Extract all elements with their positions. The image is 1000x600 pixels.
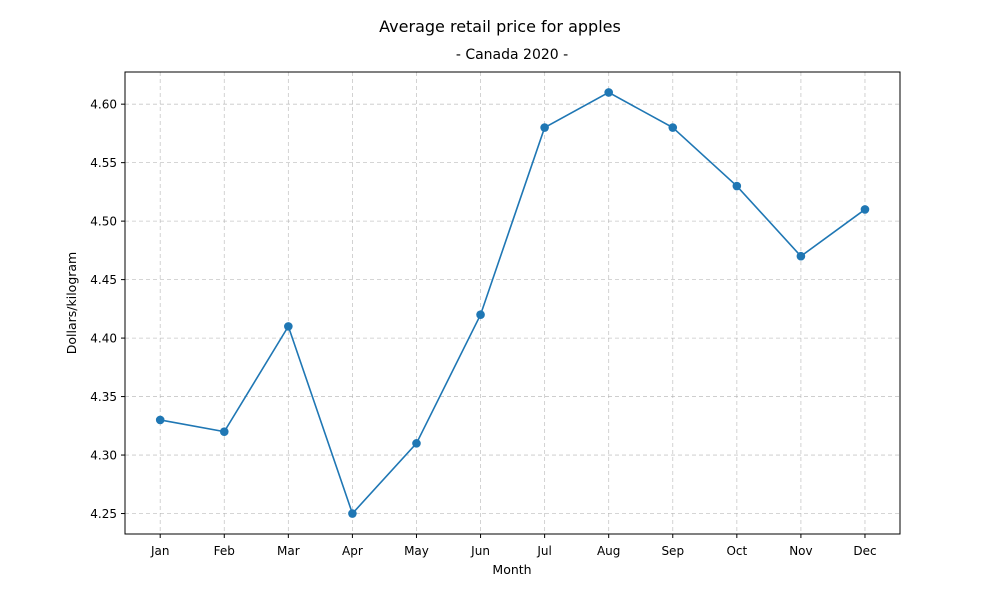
x-tick-label: Apr <box>342 544 363 558</box>
x-tick-label: Jun <box>470 544 490 558</box>
x-tick-label: Oct <box>726 544 747 558</box>
x-tick-label: Feb <box>214 544 235 558</box>
y-tick-label: 4.30 <box>90 449 117 463</box>
chart-title: Average retail price for apples <box>379 17 621 36</box>
x-tick-label: Nov <box>789 544 812 558</box>
data-point <box>155 415 165 425</box>
series-line <box>160 91 866 516</box>
data-point <box>284 322 293 331</box>
data-point <box>796 251 806 261</box>
y-tick-label: 4.55 <box>90 156 117 170</box>
axis-ticks: Jan Feb Mar Apr May Jun Jul Aug Sep Oct Nov Dec 4.25… <box>90 98 876 558</box>
data-point <box>476 310 485 319</box>
x-tick-label: Jan <box>150 544 170 558</box>
y-axis-label: Dollars/kilogram <box>64 252 79 354</box>
y-tick-label: 4.35 <box>90 390 117 404</box>
x-tick-label: Sep <box>661 544 684 558</box>
y-tick-label: 4.40 <box>90 332 117 346</box>
x-tick-label: Mar <box>277 544 300 558</box>
data-point <box>348 509 357 518</box>
x-tick-label: Jul <box>536 544 551 558</box>
chart-subtitle: - Canada 2020 - <box>456 47 568 63</box>
plot-frame <box>124 71 901 535</box>
data-point <box>604 88 613 97</box>
x-axis-label: Month <box>492 562 531 577</box>
data-point <box>219 427 229 436</box>
data-point <box>412 439 421 448</box>
series <box>155 88 870 518</box>
data-point <box>540 123 549 132</box>
data-point <box>860 205 870 214</box>
x-tick-label: May <box>404 544 429 558</box>
y-tick-label: 4.60 <box>90 98 117 112</box>
data-point <box>668 123 678 132</box>
grid <box>125 72 900 534</box>
y-tick-label: 4.45 <box>90 273 117 287</box>
data-point <box>732 181 742 191</box>
x-tick-label: Aug <box>597 544 620 558</box>
x-tick-label: Dec <box>853 544 876 558</box>
y-tick-label: 4.50 <box>90 215 117 229</box>
y-tick-label: 4.25 <box>90 507 117 521</box>
